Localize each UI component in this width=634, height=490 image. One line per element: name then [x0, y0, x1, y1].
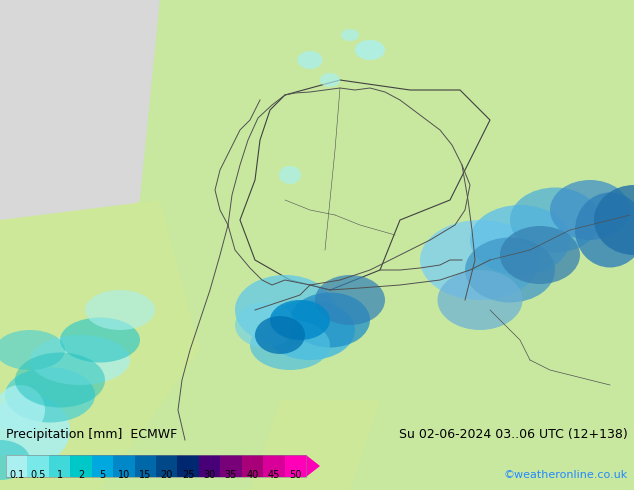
Text: 50: 50 [289, 470, 302, 480]
Text: 25: 25 [182, 470, 195, 480]
Polygon shape [240, 80, 490, 290]
Text: 20: 20 [160, 470, 173, 480]
Text: 5: 5 [100, 470, 105, 480]
Text: 0.1: 0.1 [9, 470, 24, 480]
Polygon shape [480, 0, 634, 150]
Bar [134, 455, 156, 477]
Ellipse shape [0, 385, 45, 435]
Bar [6, 455, 306, 477]
Bar [199, 455, 220, 477]
Polygon shape [0, 0, 160, 350]
Ellipse shape [0, 330, 65, 370]
Ellipse shape [470, 205, 570, 275]
Ellipse shape [279, 166, 301, 184]
Polygon shape [306, 455, 320, 477]
Text: 45: 45 [268, 470, 280, 480]
Ellipse shape [297, 51, 323, 69]
Bar [220, 455, 242, 477]
Bar [156, 455, 178, 477]
Text: 30: 30 [204, 470, 216, 480]
Bar [113, 455, 134, 477]
Ellipse shape [60, 318, 140, 363]
Ellipse shape [355, 40, 385, 60]
Ellipse shape [594, 185, 634, 255]
Bar [242, 455, 263, 477]
Polygon shape [250, 400, 380, 490]
Ellipse shape [85, 290, 155, 330]
Ellipse shape [15, 352, 105, 408]
Bar [70, 455, 92, 477]
Text: Su 02-06-2024 03..06 UTC (12+138): Su 02-06-2024 03..06 UTC (12+138) [399, 428, 628, 441]
Ellipse shape [30, 335, 130, 385]
Ellipse shape [341, 29, 359, 41]
Bar [6, 455, 27, 477]
Text: 0.5: 0.5 [30, 470, 46, 480]
Text: ©weatheronline.co.uk: ©weatheronline.co.uk [504, 470, 628, 480]
Ellipse shape [0, 440, 30, 480]
Ellipse shape [575, 193, 634, 268]
Text: 35: 35 [225, 470, 237, 480]
Ellipse shape [270, 300, 330, 340]
Ellipse shape [235, 302, 295, 347]
Ellipse shape [320, 73, 340, 87]
Ellipse shape [437, 270, 522, 330]
Polygon shape [0, 200, 200, 490]
Ellipse shape [255, 316, 305, 354]
Ellipse shape [250, 320, 330, 370]
Ellipse shape [550, 180, 630, 240]
Text: 15: 15 [139, 470, 152, 480]
Ellipse shape [0, 395, 70, 465]
Ellipse shape [465, 238, 555, 302]
Text: 2: 2 [78, 470, 84, 480]
Bar [27, 455, 49, 477]
Bar [178, 455, 199, 477]
Polygon shape [350, 0, 500, 80]
Ellipse shape [290, 293, 370, 347]
Ellipse shape [265, 300, 355, 360]
Ellipse shape [510, 188, 600, 252]
Ellipse shape [500, 226, 580, 284]
Bar [92, 455, 113, 477]
Bar [49, 455, 70, 477]
Ellipse shape [235, 275, 335, 345]
Text: 40: 40 [246, 470, 259, 480]
Text: 10: 10 [118, 470, 130, 480]
Ellipse shape [5, 368, 95, 422]
Text: Precipitation [mm]  ECMWF: Precipitation [mm] ECMWF [6, 428, 178, 441]
Ellipse shape [420, 220, 540, 300]
Bar [285, 455, 306, 477]
Bar [263, 455, 285, 477]
Ellipse shape [315, 275, 385, 325]
Text: 1: 1 [56, 470, 63, 480]
